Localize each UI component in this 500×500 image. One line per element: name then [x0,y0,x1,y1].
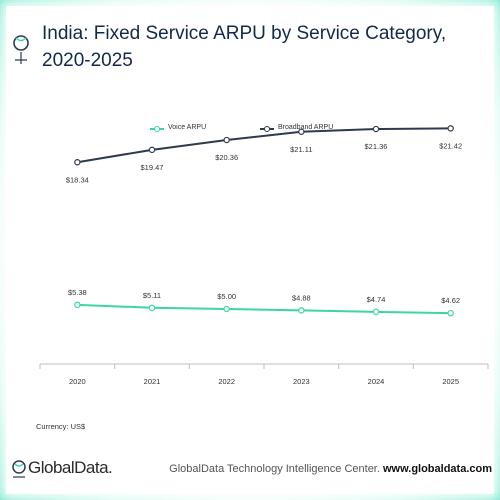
data-label: $5.38 [68,288,87,297]
globe-icon [13,35,29,64]
legend-marker-broadband [264,126,270,132]
data-label: $21.11 [290,145,312,154]
data-label: $5.11 [143,291,161,300]
data-point [372,308,380,316]
x-tick-label: 2025 [442,377,459,386]
data-label: $4.88 [292,293,311,302]
chart-card [6,6,494,494]
data-point [447,125,454,132]
data-point [223,305,230,313]
data-label: $5.00 [217,292,236,301]
data-point [74,159,81,166]
data-label: $21.36 [365,142,388,151]
data-label: $4.62 [441,296,460,305]
x-tick-label: 2021 [144,377,161,386]
data-label: $4.74 [367,295,386,304]
footer-center-text: GlobalData Technology Intelligence Cente… [169,463,380,475]
legend-marker-voice [154,126,160,132]
footer-credit: GlobalData Technology Intelligence Cente… [169,463,492,475]
globaldata-logo-text: GlobalData. [28,458,113,477]
chart-title: India: Fixed Service ARPU by Service Cat… [42,23,447,71]
data-label: $18.34 [66,175,89,184]
x-tick-label: 2023 [293,377,310,386]
data-point [74,301,81,309]
legend-label-broadband: Broadband ARPU [278,124,334,131]
data-point [298,128,305,135]
series-line-broadband [77,127,451,164]
x-tick-label: 2022 [218,377,235,386]
data-point [223,136,230,144]
x-tick-label: 2020 [69,377,86,386]
legend-label-voice: Voice ARPU [168,124,207,131]
data-point [148,304,156,311]
data-point [298,307,305,314]
data-label: $21.42 [439,141,462,150]
data-point [372,125,380,133]
data-point [148,146,156,154]
globaldata-logo-icon [12,460,26,478]
data-point [447,309,454,317]
data-label: $20.36 [215,153,238,162]
currency-note: Currency: US$ [36,422,86,431]
series-line-voice [77,303,451,315]
footer-website: www.globaldata.com [383,463,492,475]
data-label: $19.47 [141,163,164,172]
x-tick-label: 2024 [368,377,385,386]
